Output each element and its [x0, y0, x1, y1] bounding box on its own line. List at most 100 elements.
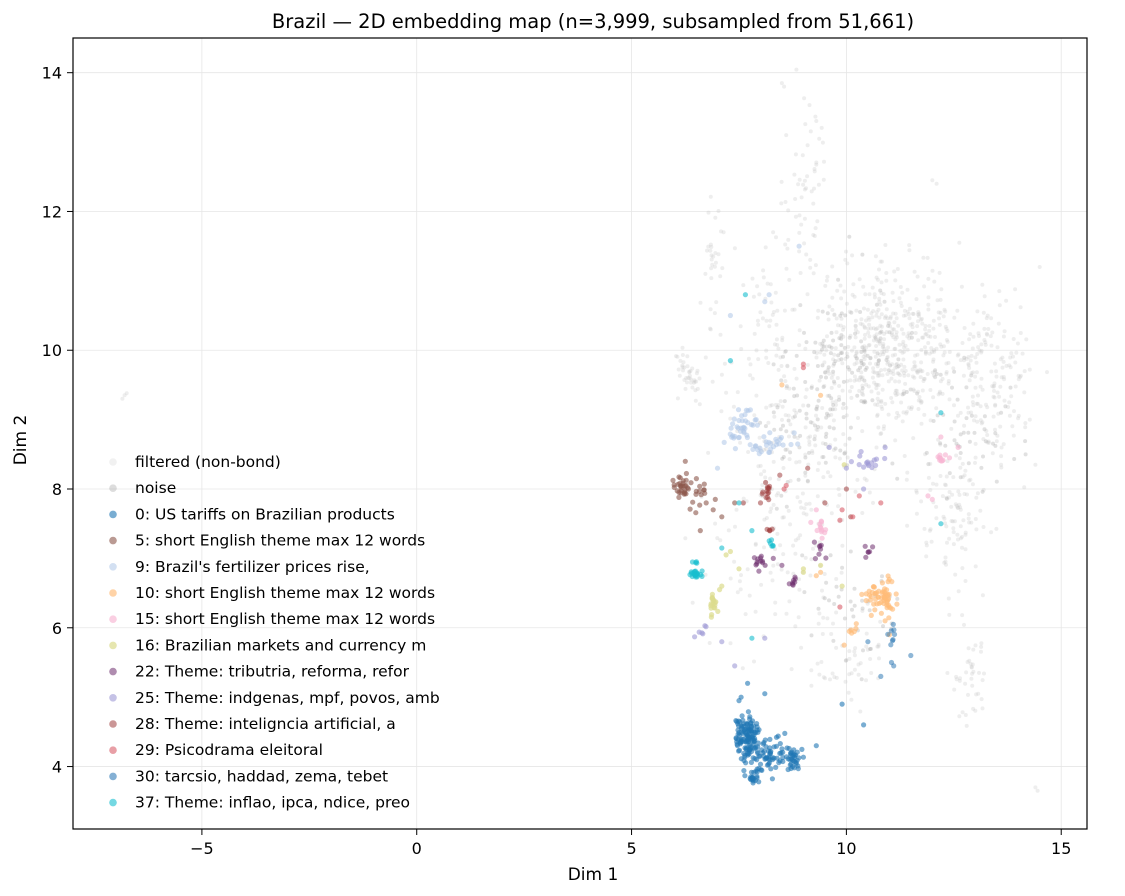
data-point [860, 386, 865, 391]
data-point [827, 598, 831, 603]
data-point [779, 567, 784, 572]
data-point [914, 297, 919, 302]
data-point [840, 543, 845, 548]
data-point [815, 468, 820, 472]
data-point [979, 649, 983, 654]
data-point [702, 623, 708, 629]
data-point [877, 370, 881, 375]
data-point [838, 448, 843, 453]
data-point [915, 370, 920, 375]
data-point [854, 360, 859, 365]
data-point [873, 402, 878, 407]
data-point [947, 612, 952, 617]
data-point [837, 456, 842, 461]
data-point [906, 331, 911, 336]
data-point [871, 457, 877, 463]
data-point [840, 350, 844, 355]
data-point [779, 81, 784, 86]
data-point [855, 393, 860, 398]
data-point [896, 371, 901, 376]
data-point [893, 346, 898, 351]
data-point [800, 365, 807, 371]
data-point [837, 358, 841, 362]
data-point [882, 586, 888, 592]
data-point [874, 445, 879, 450]
data-point [744, 434, 751, 441]
data-point [966, 516, 971, 521]
data-point [938, 297, 943, 302]
data-point [728, 425, 734, 431]
data-point [779, 364, 784, 368]
data-point [719, 372, 724, 377]
data-point [885, 316, 890, 321]
data-point [859, 350, 864, 354]
data-point [814, 355, 819, 360]
legend-marker [109, 458, 117, 466]
data-point [703, 500, 709, 506]
data-point [931, 357, 936, 362]
data-point [814, 351, 819, 355]
data-point [914, 488, 919, 493]
data-point [978, 418, 983, 423]
data-point [710, 262, 715, 267]
data-point [879, 431, 884, 436]
data-point [870, 315, 875, 320]
data-point [875, 403, 880, 407]
data-point [804, 411, 809, 416]
data-point [966, 646, 971, 651]
data-point [785, 570, 790, 575]
data-point [817, 672, 822, 677]
data-point [886, 379, 891, 384]
data-point [879, 280, 884, 285]
data-point [758, 463, 763, 468]
data-point [881, 352, 886, 357]
data-point [911, 312, 916, 316]
data-point [860, 606, 865, 611]
data-point [709, 596, 715, 602]
data-point [908, 387, 913, 392]
data-point [872, 295, 877, 300]
data-point [992, 383, 997, 388]
data-point [896, 413, 901, 418]
data-point [832, 312, 837, 317]
data-point [865, 307, 870, 312]
data-point [951, 542, 956, 547]
data-point [982, 294, 987, 299]
data-point [980, 282, 985, 287]
data-point [781, 515, 786, 520]
data-point [736, 500, 742, 506]
data-point [880, 407, 885, 411]
data-point [877, 315, 882, 320]
data-point [761, 275, 766, 280]
data-point [1007, 363, 1012, 368]
data-point [811, 546, 815, 551]
data-point [994, 479, 999, 484]
data-point [809, 507, 814, 512]
x-tick-label: 0 [412, 839, 422, 858]
data-point [748, 759, 755, 766]
data-point [944, 496, 949, 501]
data-point [967, 658, 972, 663]
data-point [944, 371, 949, 376]
data-point [865, 354, 870, 358]
data-point [836, 323, 840, 328]
data-point [922, 376, 927, 381]
data-point [846, 690, 851, 695]
data-point [962, 423, 967, 428]
data-point [793, 624, 798, 629]
data-point [1016, 416, 1021, 421]
data-point [947, 471, 952, 476]
data-point [861, 392, 866, 397]
data-point [1027, 367, 1032, 372]
data-point [771, 362, 776, 367]
data-point [693, 398, 698, 403]
data-point [836, 594, 841, 599]
data-point [871, 584, 877, 590]
data-point [856, 416, 860, 420]
data-point [878, 339, 883, 344]
data-point [774, 353, 779, 358]
data-point [745, 567, 750, 572]
data-point [820, 588, 824, 593]
data-point [810, 384, 814, 389]
data-point [719, 514, 725, 520]
